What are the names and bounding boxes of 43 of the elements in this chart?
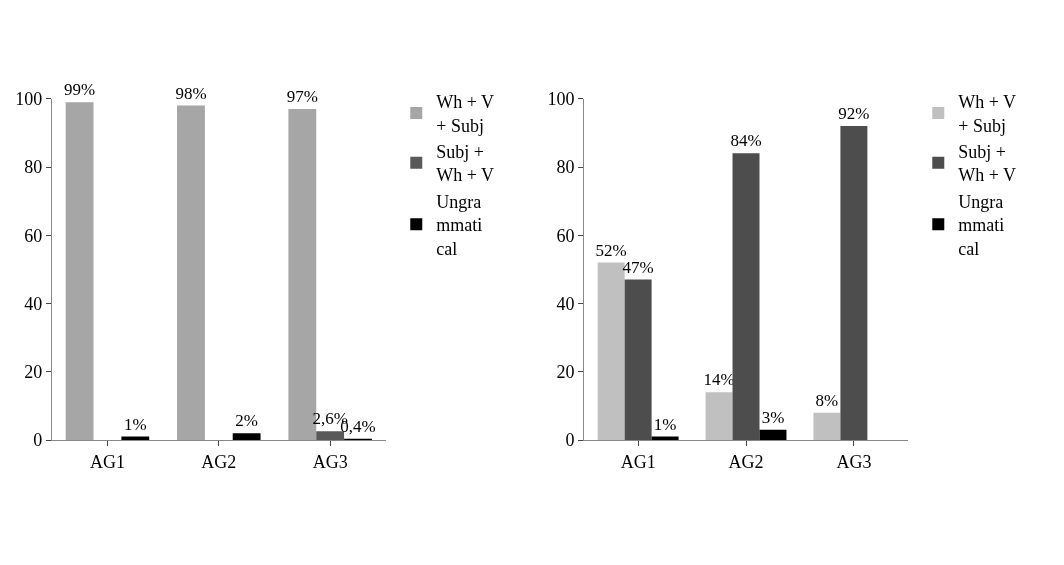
data-label: 99% [64, 80, 96, 100]
y-tick-label: 60 [24, 225, 43, 246]
data-label: 8% [815, 390, 839, 410]
data-label: 47% [622, 257, 654, 277]
data-label: 98% [175, 83, 207, 103]
legend-label: Wh + V + Subj [958, 92, 1017, 136]
bar [813, 412, 841, 440]
legend-label: Ungrammatical [436, 191, 483, 259]
legend-label: Subj + Wh + V [958, 142, 1017, 186]
y-tick-label: 0 [565, 430, 575, 451]
data-label: 14% [703, 370, 735, 390]
data-label: 3% [761, 407, 785, 427]
data-label: 1% [653, 414, 677, 434]
legend-label: Wh + V + Subj [436, 92, 495, 136]
y-tick-label: 0 [33, 430, 43, 451]
x-tick-label: AG1 [620, 451, 656, 472]
data-label: 97% [286, 86, 318, 106]
data-label: 2% [235, 411, 258, 431]
bar [65, 102, 94, 440]
bar [177, 105, 205, 440]
bar [759, 429, 787, 440]
legend-label: Subj + Wh + V [436, 142, 495, 186]
x-tick-label: AG3 [836, 451, 872, 472]
bar [232, 433, 261, 440]
y-tick-label: 100 [15, 89, 43, 110]
data-label: 92% [838, 104, 870, 124]
bar [705, 392, 733, 440]
legend-label: Ungrammatical [958, 191, 1005, 259]
y-tick-label: 80 [556, 157, 575, 178]
y-tick-label: 40 [24, 293, 43, 314]
y-tick-label: 60 [556, 225, 575, 246]
data-label: 1% [123, 414, 147, 434]
x-tick-label: AG3 [312, 451, 348, 472]
x-tick-label: AG2 [201, 451, 237, 472]
y-tick-label: 80 [24, 157, 43, 178]
y-tick-label: 40 [556, 293, 575, 314]
data-label: 52% [595, 240, 627, 260]
x-tick-label: AG2 [728, 451, 764, 472]
data-label: 84% [730, 131, 762, 151]
y-tick-label: 20 [24, 362, 43, 383]
x-tick-label: AG1 [89, 451, 125, 472]
y-tick-label: 100 [547, 89, 575, 110]
y-tick-label: 20 [556, 362, 575, 383]
